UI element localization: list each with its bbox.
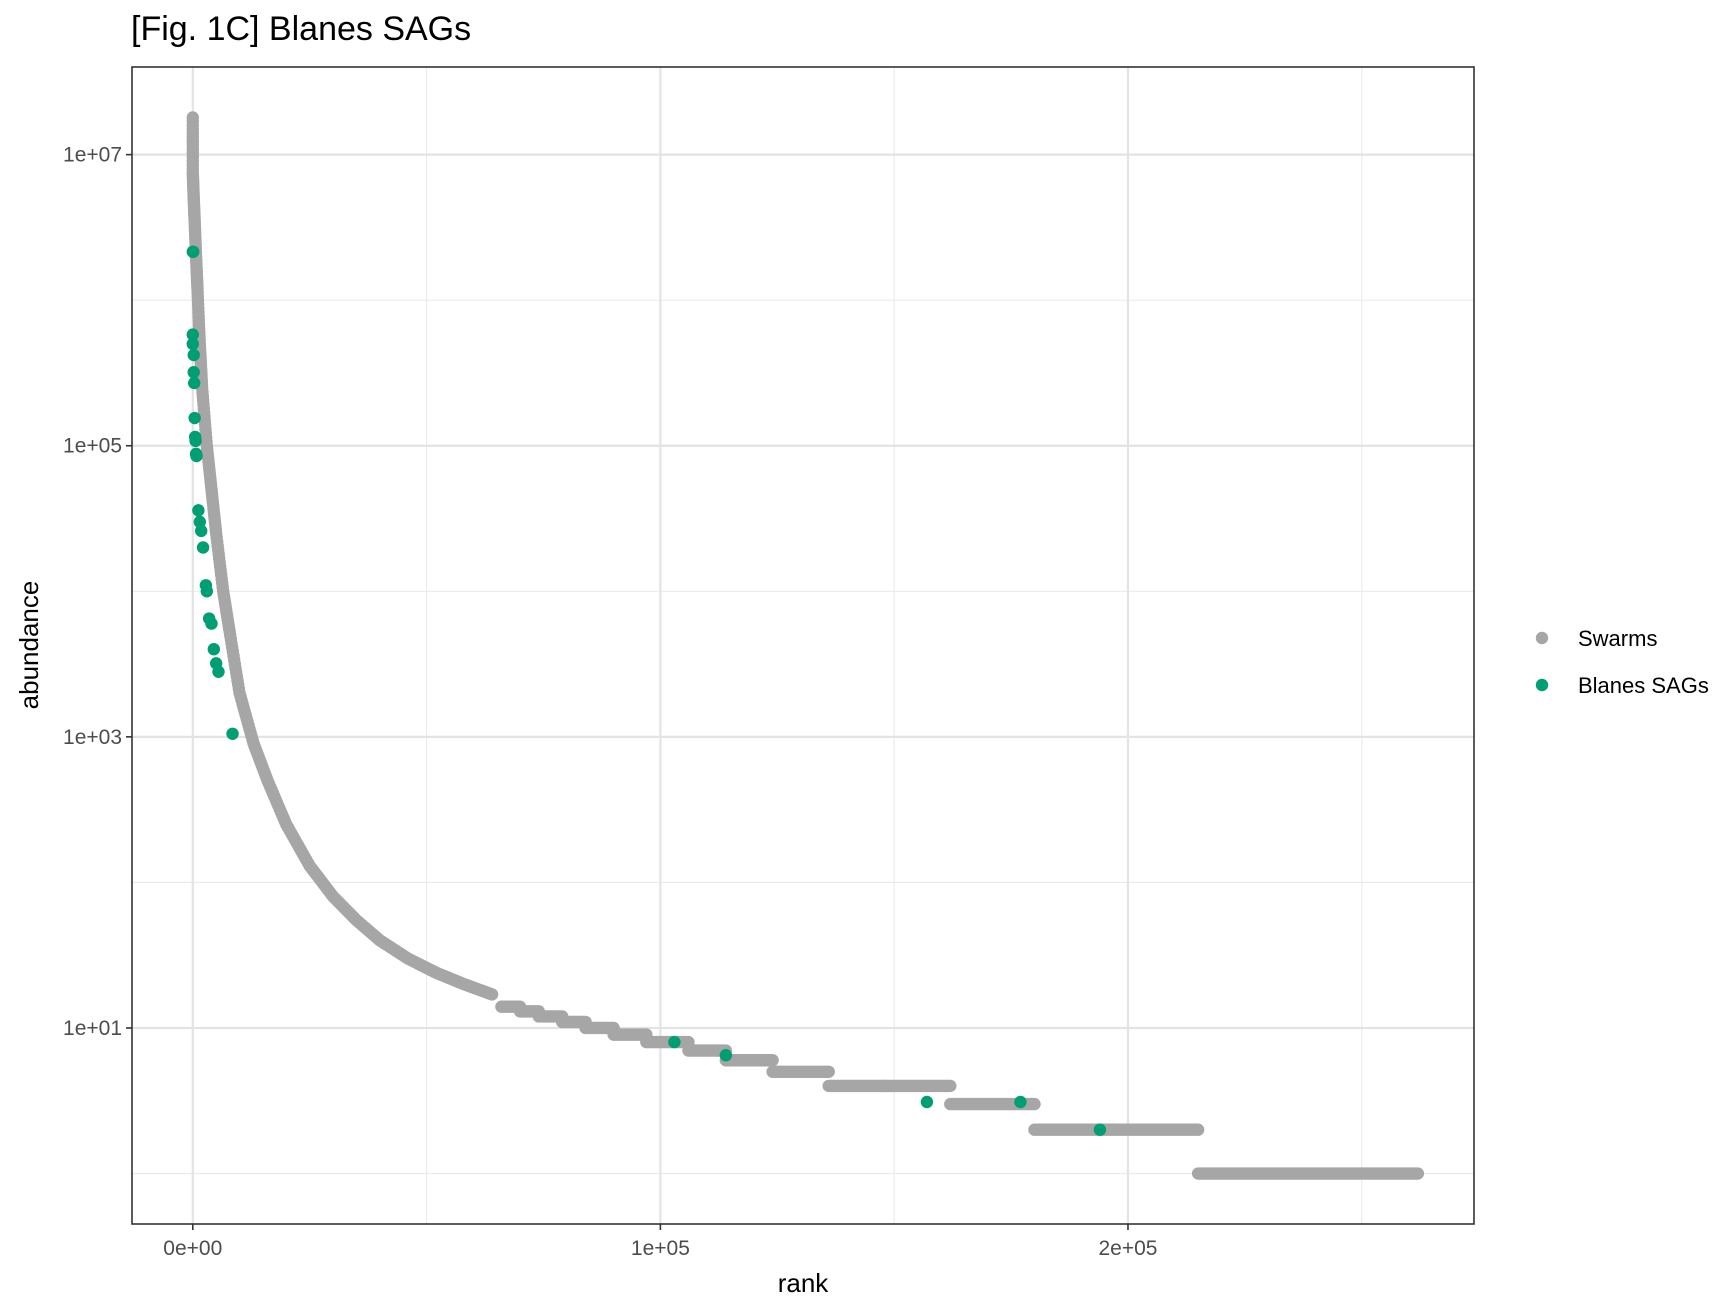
blanes-sag-point xyxy=(187,348,200,362)
x-axis: 0e+00 1e+05 2e+05 xyxy=(163,1224,1157,1260)
blanes-sag-point xyxy=(186,328,199,341)
swarm-point xyxy=(485,988,499,1001)
blanes-sag-point xyxy=(212,665,225,678)
blanes-sag-point xyxy=(1014,1095,1027,1109)
blanes-sag-point xyxy=(196,541,210,554)
legend: Swarms Blanes SAGs xyxy=(1535,626,1709,698)
blanes-sags-series xyxy=(186,245,1107,1136)
y-tick-label: 1e+03 xyxy=(63,726,122,749)
blanes-sag-point xyxy=(205,617,218,630)
legend-key-swarms xyxy=(1535,631,1549,645)
y-axis: 1e+01 1e+03 1e+05 1e+07 xyxy=(63,144,132,1040)
blanes-sag-point xyxy=(719,1048,733,1062)
y-axis-title: abundance xyxy=(14,581,44,710)
blanes-sag-point xyxy=(207,643,221,656)
plot-panel-border xyxy=(131,66,1475,1225)
legend-label-swarms: Swarms xyxy=(1578,626,1657,651)
x-axis-title: rank xyxy=(778,1268,830,1296)
blanes-sag-point xyxy=(1093,1123,1107,1136)
major-gridlines xyxy=(132,67,1474,1224)
blanes-sag-point xyxy=(192,504,205,517)
chart-title: [Fig. 1C] Blanes SAGs xyxy=(131,10,471,48)
blanes-sag-point xyxy=(668,1035,681,1049)
blanes-sag-point xyxy=(226,727,239,740)
blanes-sag-point xyxy=(187,366,200,379)
legend-label-blanes-sags: Blanes SAGs xyxy=(1578,673,1709,698)
x-tick-label: 0e+00 xyxy=(163,1237,222,1260)
plot-background xyxy=(132,67,1474,1224)
blanes-sag-point xyxy=(190,449,203,463)
blanes-sag-point xyxy=(187,245,200,259)
blanes-sag-point xyxy=(188,411,201,425)
x-tick-label: 1e+05 xyxy=(631,1237,690,1260)
y-tick-label: 1e+07 xyxy=(63,144,122,167)
legend-key-blanes-sags xyxy=(1535,678,1549,692)
blanes-sag-point xyxy=(189,434,202,448)
blanes-sag-point xyxy=(187,376,201,390)
minor-gridlines xyxy=(132,67,1474,1224)
y-tick-label: 1e+05 xyxy=(63,435,122,458)
blanes-sag-point xyxy=(200,585,214,598)
blanes-sag-point xyxy=(920,1095,934,1109)
blanes-sag-point xyxy=(186,337,199,351)
blanes-sag-point xyxy=(195,524,208,538)
x-tick-label: 2e+05 xyxy=(1098,1237,1157,1260)
y-tick-label: 1e+01 xyxy=(63,1017,122,1040)
